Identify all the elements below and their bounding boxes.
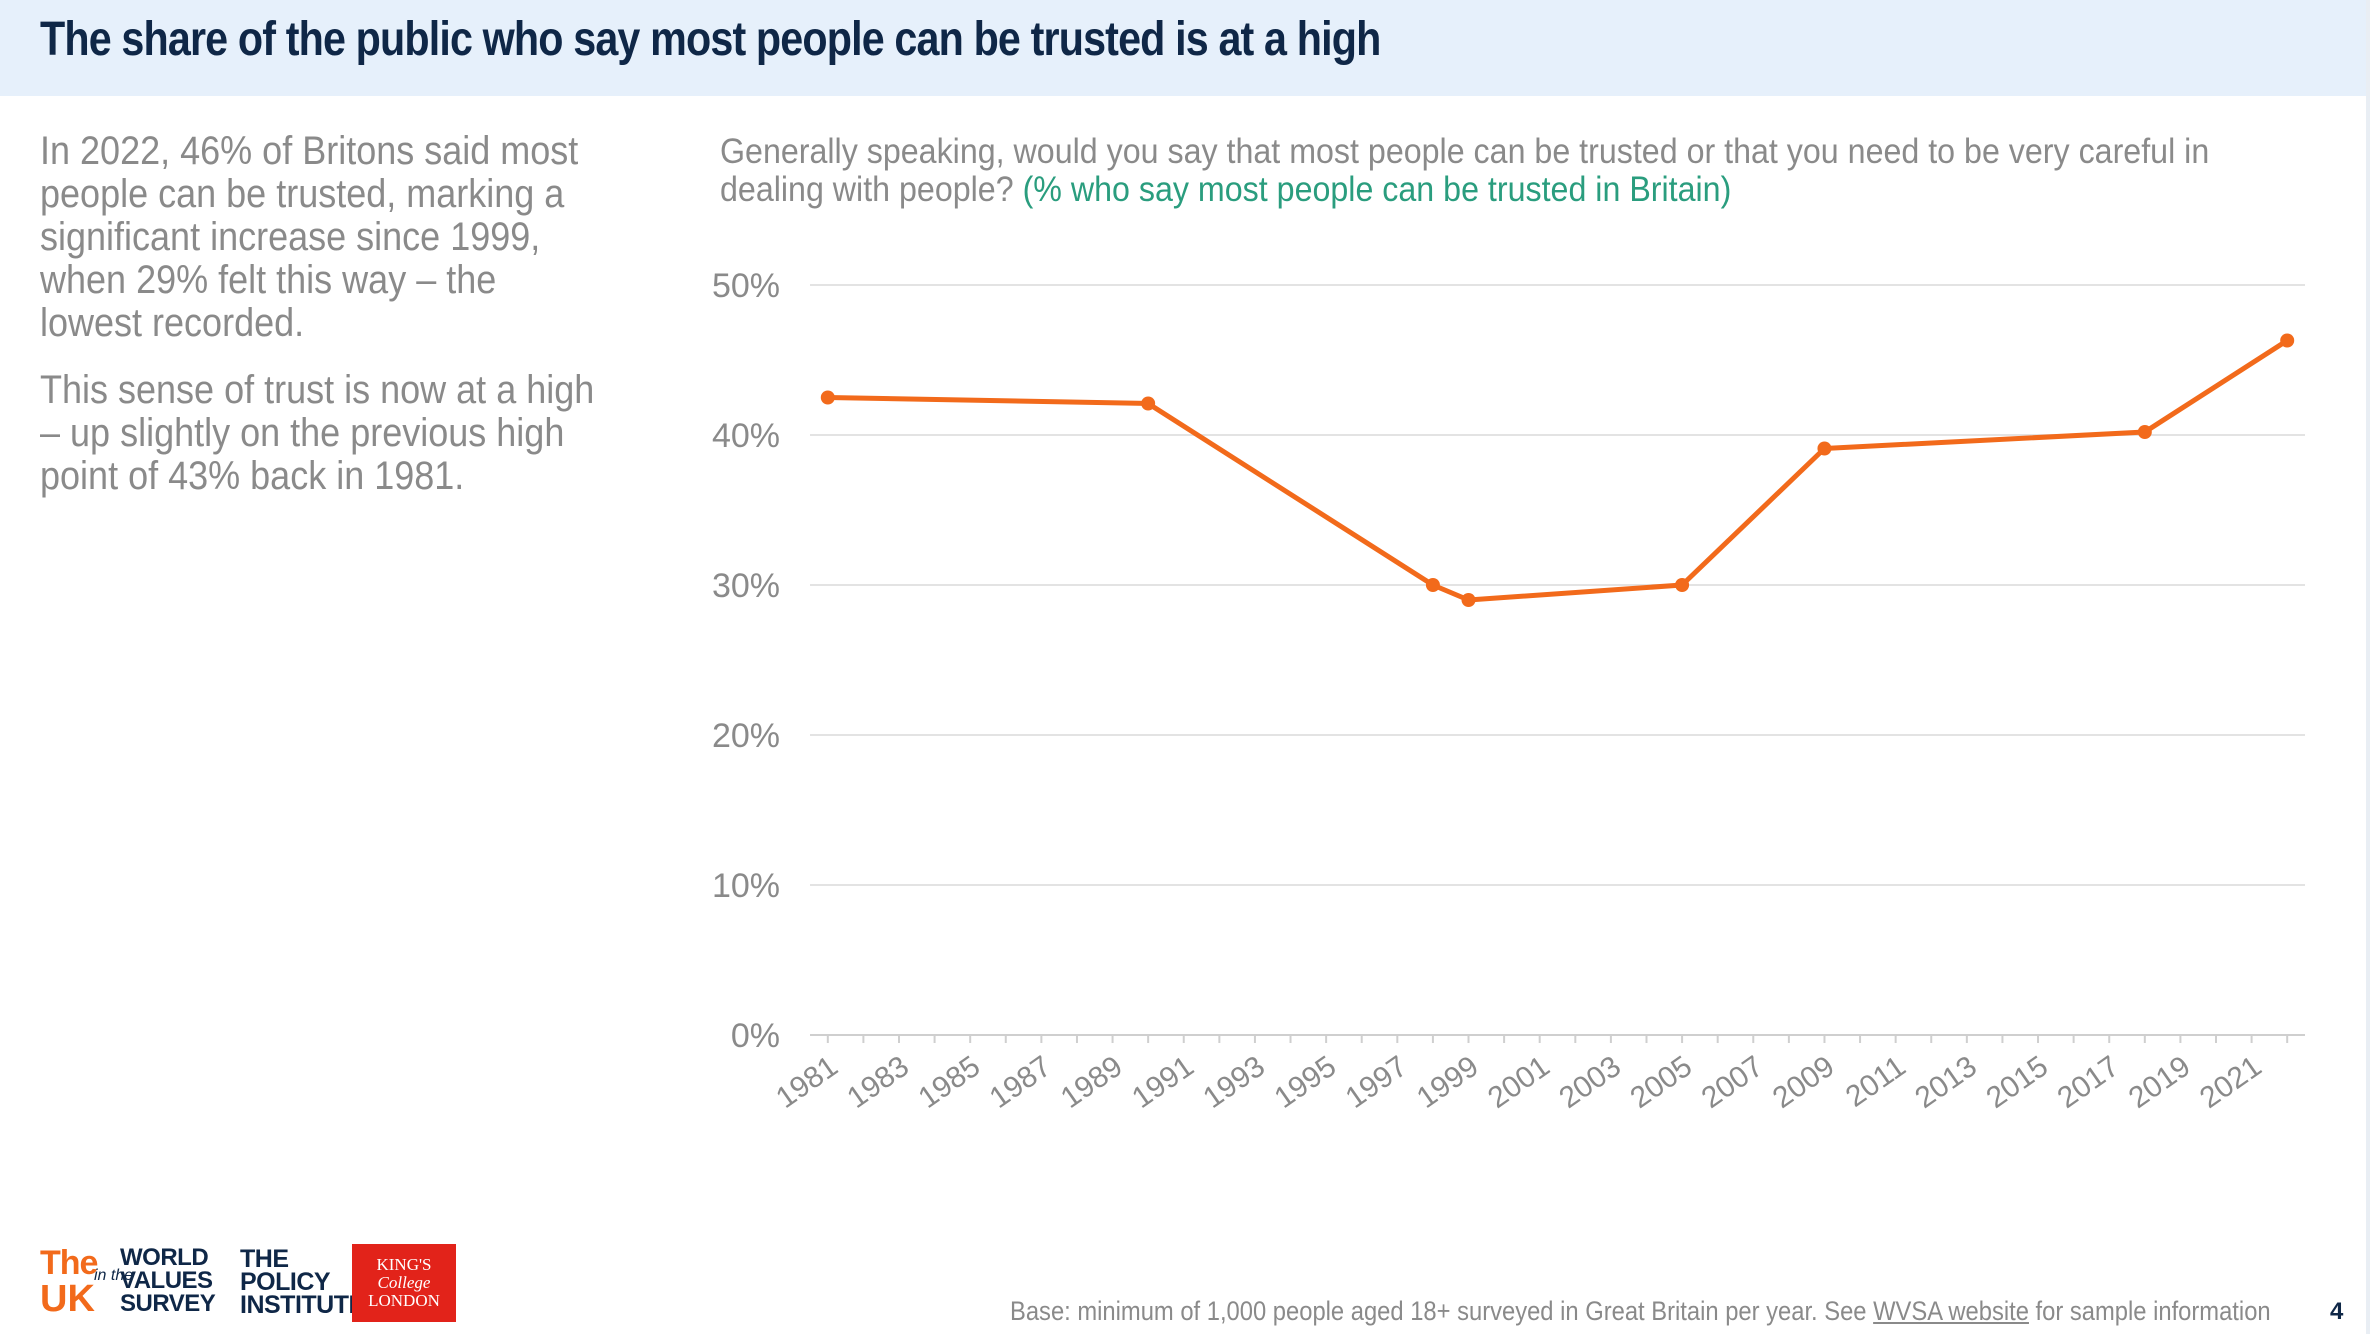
logo-pi-line-1: THE (240, 1245, 289, 1273)
y-tick-label: 0% (731, 1017, 780, 1055)
x-tick-label: 2005 (1624, 1050, 1698, 1115)
trust-line-chart: 0%10%20%30%40%50%19811983198519871989199… (712, 267, 2305, 1115)
x-tick-label: 2019 (2123, 1050, 2197, 1115)
y-tick-label: 20% (712, 717, 780, 755)
logo-uk: UK (40, 1278, 95, 1320)
data-point (1675, 578, 1690, 592)
question-text: Generally speaking, would you say that m… (720, 132, 2210, 209)
x-tick-label: 2007 (1696, 1050, 1770, 1115)
x-tick-label: 1981 (770, 1050, 844, 1115)
base-note-suffix: for sample information (2028, 1296, 2271, 1326)
data-point (1141, 396, 1156, 411)
wvsa-website-link[interactable]: WVSA website (1873, 1296, 2029, 1326)
question-highlight: (% who say most people can be trusted in… (1022, 170, 1732, 209)
x-tick-label: 1991 (1126, 1050, 1200, 1115)
x-tick-label: 1987 (984, 1050, 1058, 1115)
y-tick-label: 40% (712, 417, 780, 455)
kings-college-london-logo: KING'S College LONDON (352, 1244, 456, 1322)
x-tick-label: 2013 (1909, 1050, 1983, 1115)
data-point (2280, 333, 2295, 348)
data-point (820, 390, 835, 405)
data-point (1461, 593, 1476, 607)
x-tick-label: 2011 (1840, 1050, 1912, 1114)
x-tick-label: 2003 (1553, 1050, 1627, 1115)
title-bar: The share of the public who say most peo… (0, 0, 2366, 96)
page-number: 4 (2330, 1298, 2344, 1325)
data-point (1425, 578, 1440, 592)
logo-kcl-line-3: LONDON (368, 1291, 440, 1310)
logo-wvs-line-1: WORLD (120, 1244, 209, 1271)
page-edge-rule (2366, 0, 2370, 1334)
x-tick-label: 1983 (841, 1050, 915, 1115)
x-tick-label: 2015 (1980, 1050, 2054, 1115)
summary-paragraph-1: In 2022, 46% of Britons said most people… (40, 129, 579, 345)
summary-paragraph-2: This sense of trust is now at a high – u… (40, 368, 595, 498)
base-note-prefix: Base: minimum of 1,000 people aged 18+ s… (1010, 1296, 1874, 1326)
x-tick-label: 1995 (1269, 1050, 1343, 1115)
logo-the: The (40, 1244, 98, 1282)
base-note: Base: minimum of 1,000 people aged 18+ s… (1010, 1296, 2271, 1327)
x-tick-label: 1993 (1197, 1050, 1271, 1115)
logo-wvs-text: WORLD VALUES SURVEY (120, 1244, 216, 1317)
page-title: The share of the public who say most peo… (40, 13, 1381, 66)
policy-institute-logo: THE POLICY INSTITUTE (240, 1245, 365, 1319)
logo-kcl-line-2: College (377, 1273, 431, 1292)
y-tick-label: 10% (712, 867, 780, 905)
x-tick-label: 2009 (1767, 1050, 1841, 1115)
summary-text: In 2022, 46% of Britons said most people… (40, 130, 598, 522)
x-tick-label: 2017 (2052, 1050, 2126, 1115)
logo-in-the: in the (94, 1267, 134, 1284)
y-tick-label: 30% (712, 567, 780, 605)
trust-series-line (825, 338, 2290, 603)
data-point (2137, 425, 2152, 439)
logo-pi-line-2: POLICY (240, 1268, 331, 1296)
data-point (1817, 441, 1832, 456)
y-tick-label: 50% (712, 267, 780, 305)
x-tick-label: 1997 (1340, 1050, 1414, 1115)
x-tick-label: 1985 (913, 1050, 987, 1115)
chart-question: Generally speaking, would you say that m… (720, 133, 2229, 209)
uk-in-wvs-logo: The UK in the WORLD VALUES SURVEY (40, 1246, 220, 1326)
x-tick-label: 1989 (1055, 1050, 1129, 1115)
logo-kcl-line-1: KING'S (376, 1255, 432, 1274)
x-tick-label: 1999 (1411, 1050, 1485, 1115)
logo-wvs-line-2: VALUES (120, 1267, 213, 1294)
logo-wvs-line-3: SURVEY (120, 1290, 216, 1317)
x-tick-label: 2021 (2194, 1050, 2268, 1115)
logo-pi-line-3: INSTITUTE (240, 1291, 365, 1319)
x-tick-label: 2001 (1482, 1050, 1556, 1115)
